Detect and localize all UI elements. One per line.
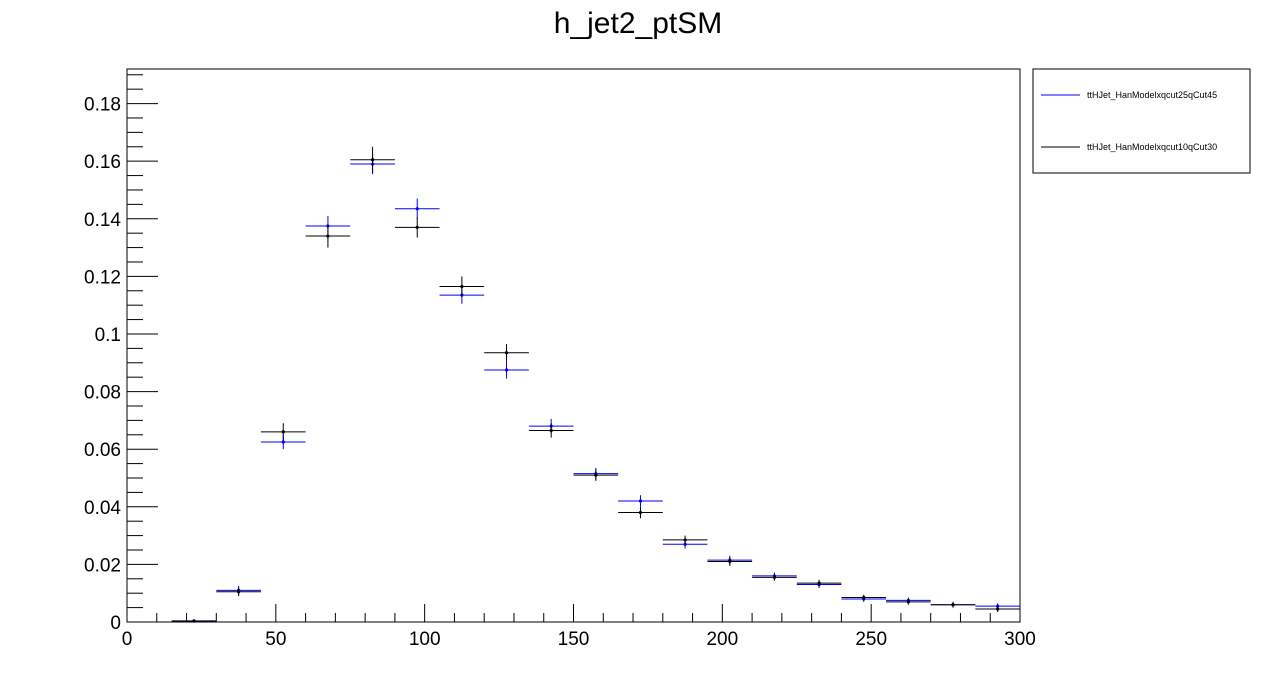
data-point (281, 430, 285, 434)
series-layer (171, 146, 1020, 623)
y-tick-label: 0.04 (84, 498, 121, 519)
y-tick-label: 0.16 (84, 152, 121, 173)
data-point (996, 607, 1000, 611)
x-tick-label: 300 (1004, 629, 1036, 650)
x-tick-label: 50 (265, 629, 286, 650)
data-point (638, 510, 643, 515)
y-tick-label: 0.08 (84, 383, 121, 404)
data-point (504, 368, 509, 372)
data-point (772, 575, 777, 579)
y-tick-label: 0.12 (84, 267, 121, 288)
chart-title: h_jet2_ptSM (554, 7, 722, 40)
y-tick-label: 0.02 (84, 555, 121, 576)
data-point (460, 284, 464, 289)
data-point (638, 499, 643, 503)
y-tick-labels: 0 0.02 0.04 0.06 0.08 0.1 0.12 0.14 0.16 0.18 (84, 95, 121, 634)
x-tick-label: 0 (122, 629, 133, 650)
data-point (192, 619, 196, 623)
y-tick-label: 0.14 (84, 210, 121, 231)
data-point (728, 559, 732, 564)
plot-frame (126, 68, 1021, 623)
data-point (281, 440, 285, 444)
x-tick-label: 150 (558, 629, 590, 650)
legend-entry-blue: ttHJet_HanModelxqcut25qCut45 (1087, 90, 1217, 100)
series-blue (171, 153, 1020, 623)
legend-entry-black: ttHJet_HanModelxqcut10qCut30 (1087, 142, 1217, 152)
data-point (817, 581, 821, 585)
x-tick-label: 200 (706, 629, 738, 650)
data-point (504, 351, 509, 355)
y-tick-label: 0 (110, 613, 121, 634)
axis-ticks (126, 74, 1021, 623)
data-point (594, 473, 598, 477)
x-tick-label: 100 (409, 629, 441, 650)
data-point (415, 207, 419, 211)
data-point (906, 600, 910, 604)
data-point (862, 595, 866, 600)
legend: ttHJet_HanModelxqcut25qCut45 ttHJet_HanM… (1032, 68, 1251, 174)
data-point (415, 225, 419, 230)
data-point (237, 590, 241, 594)
x-tick-label: 250 (855, 629, 887, 650)
x-tick-labels: 0 50 100 150 200 250 300 (122, 629, 1036, 650)
series-black (171, 146, 1020, 623)
data-point (549, 428, 553, 433)
y-tick-label: 0.06 (84, 440, 121, 461)
data-point (951, 603, 955, 607)
y-tick-label: 0.1 (95, 325, 121, 346)
data-point (683, 538, 687, 542)
data-point (326, 234, 330, 238)
legend-box (1032, 68, 1251, 174)
y-tick-label: 0.18 (84, 95, 121, 116)
data-point (370, 158, 375, 162)
